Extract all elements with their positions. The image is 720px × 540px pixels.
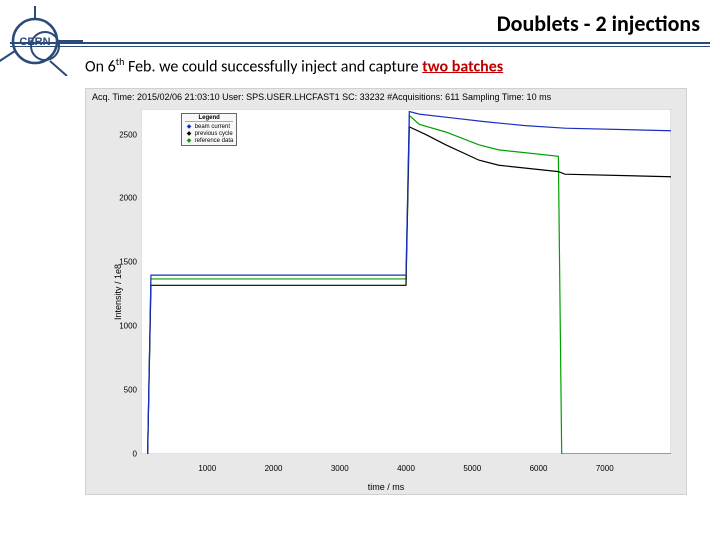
y-tick-label: 1000 — [119, 322, 137, 331]
divider — [10, 42, 710, 44]
y-tick-label: 0 — [133, 450, 137, 459]
x-tick-label: 4000 — [397, 464, 415, 473]
x-tick-label: 3000 — [331, 464, 349, 473]
legend-title: Legend — [185, 115, 233, 122]
text: Feb. we could successfully inject and ca… — [124, 57, 422, 76]
y-tick-label: 2500 — [119, 130, 137, 139]
page-title: Doublets - 2 injections — [497, 10, 700, 37]
plot-svg — [141, 109, 671, 454]
chart-container: Acq. Time: 2015/02/06 21:03:10 User: SPS… — [85, 88, 687, 495]
legend-item: ◆ previous cycle — [185, 130, 233, 137]
text-highlight: two batches — [422, 57, 503, 76]
y-tick-label: 500 — [124, 386, 137, 395]
chart-acq-title: Acq. Time: 2015/02/06 21:03:10 User: SPS… — [92, 92, 551, 102]
divider — [10, 46, 710, 47]
x-tick-label: 2000 — [265, 464, 283, 473]
legend: Legend ◆ beam current◆ previous cycle◆ r… — [181, 113, 237, 146]
text: On 6 — [85, 57, 116, 76]
cern-logo: CERN — [0, 6, 85, 76]
x-axis-label: time / ms — [368, 482, 405, 492]
y-tick-label: 2000 — [119, 194, 137, 203]
legend-item: ◆ reference data — [185, 137, 233, 144]
plot-area: Legend ◆ beam current◆ previous cycle◆ r… — [141, 109, 671, 454]
body-text: On 6th Feb. we could successfully inject… — [85, 55, 503, 76]
x-tick-label: 7000 — [596, 464, 614, 473]
y-ticks: 05001000150020002500 — [106, 109, 139, 454]
x-tick-label: 5000 — [463, 464, 481, 473]
x-tick-label: 6000 — [530, 464, 548, 473]
y-tick-label: 1500 — [119, 258, 137, 267]
x-tick-label: 1000 — [198, 464, 216, 473]
legend-item: ◆ beam current — [185, 123, 233, 130]
x-ticks: 1000 2000 3000 4000 5000 6000 7000 — [141, 464, 671, 476]
